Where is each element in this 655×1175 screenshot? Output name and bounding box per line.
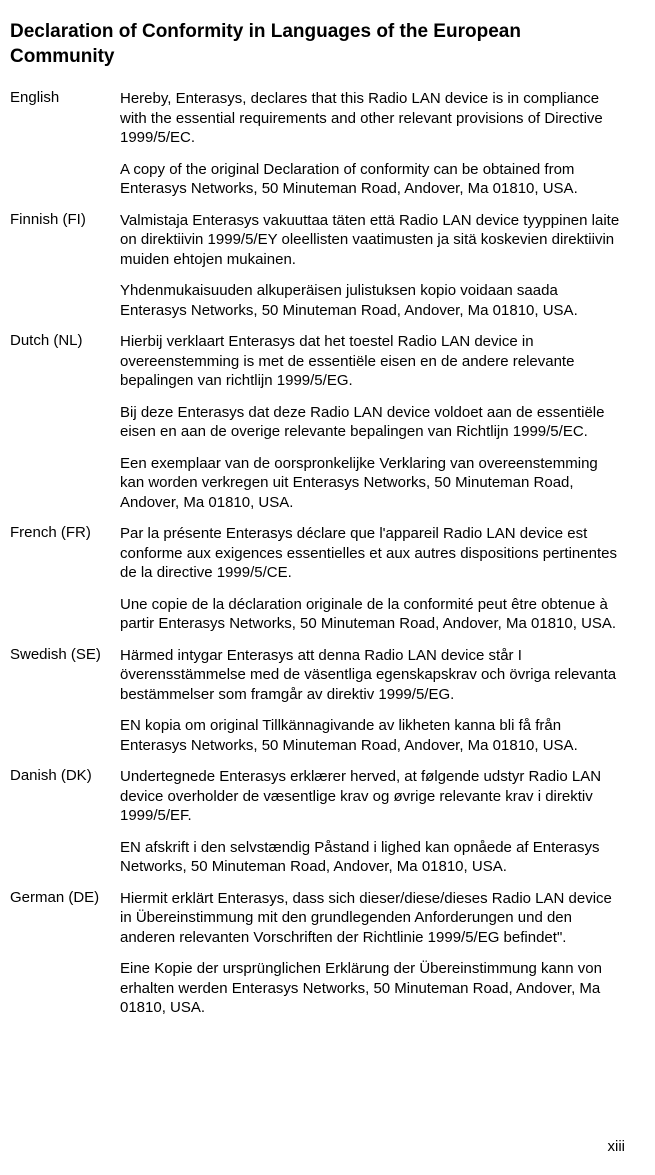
declaration-text: EN kopia om original Tillkännagivande av… [120,716,625,755]
declaration-text: Hierbij verklaart Enterasys dat het toes… [120,332,625,391]
table-row: Een exemplaar van de oorspronkelijke Ver… [10,454,625,513]
table-row: Bij deze Enterasys dat deze Radio LAN de… [10,403,625,442]
language-label: Finnish (FI) [10,211,120,270]
language-label [10,403,120,442]
declaration-text: Undertegnede Enterasys erklærer herved, … [120,767,625,826]
table-row: EnglishHereby, Enterasys, declares that … [10,89,625,148]
declaration-text: Hiermit erklärt Enterasys, dass sich die… [120,889,625,948]
declaration-table: EnglishHereby, Enterasys, declares that … [10,89,625,1018]
page-number: xiii [10,1138,625,1155]
table-row: Finnish (FI)Valmistaja Enterasys vakuutt… [10,211,625,270]
language-label [10,454,120,513]
language-label [10,959,120,1018]
language-label: Swedish (SE) [10,646,120,705]
declaration-text: Eine Kopie der ursprünglichen Erklärung … [120,959,625,1018]
table-row: Swedish (SE)Härmed intygar Enterasys att… [10,646,625,705]
table-row: German (DE)Hiermit erklärt Enterasys, da… [10,889,625,948]
table-row: French (FR)Par la présente Enterasys déc… [10,524,625,583]
declaration-text: Een exemplaar van de oorspronkelijke Ver… [120,454,625,513]
table-row: Danish (DK)Undertegnede Enterasys erklær… [10,767,625,826]
declaration-text: Hereby, Enterasys, declares that this Ra… [120,89,625,148]
language-label [10,716,120,755]
page-title: Declaration of Conformity in Languages o… [10,20,625,69]
language-label [10,838,120,877]
table-row: Une copie de la déclaration originale de… [10,595,625,634]
declaration-text: A copy of the original Declaration of co… [120,160,625,199]
declaration-text: Yhdenmukaisuuden alkuperäisen julistukse… [120,281,625,320]
declaration-text: EN afskrift i den selvstændig Påstand i … [120,838,625,877]
declaration-text: Par la présente Enterasys déclare que l'… [120,524,625,583]
table-row: Yhdenmukaisuuden alkuperäisen julistukse… [10,281,625,320]
language-label [10,160,120,199]
table-row: A copy of the original Declaration of co… [10,160,625,199]
declaration-text: Une copie de la déclaration originale de… [120,595,625,634]
table-row: Eine Kopie der ursprünglichen Erklärung … [10,959,625,1018]
language-label [10,281,120,320]
table-row: EN kopia om original Tillkännagivande av… [10,716,625,755]
language-label: German (DE) [10,889,120,948]
table-row: EN afskrift i den selvstændig Påstand i … [10,838,625,877]
language-label: Danish (DK) [10,767,120,826]
declaration-text: Bij deze Enterasys dat deze Radio LAN de… [120,403,625,442]
declaration-text: Härmed intygar Enterasys att denna Radio… [120,646,625,705]
language-label: Dutch (NL) [10,332,120,391]
language-label [10,595,120,634]
language-label: French (FR) [10,524,120,583]
declaration-text: Valmistaja Enterasys vakuuttaa täten ett… [120,211,625,270]
table-row: Dutch (NL)Hierbij verklaart Enterasys da… [10,332,625,391]
language-label: English [10,89,120,148]
